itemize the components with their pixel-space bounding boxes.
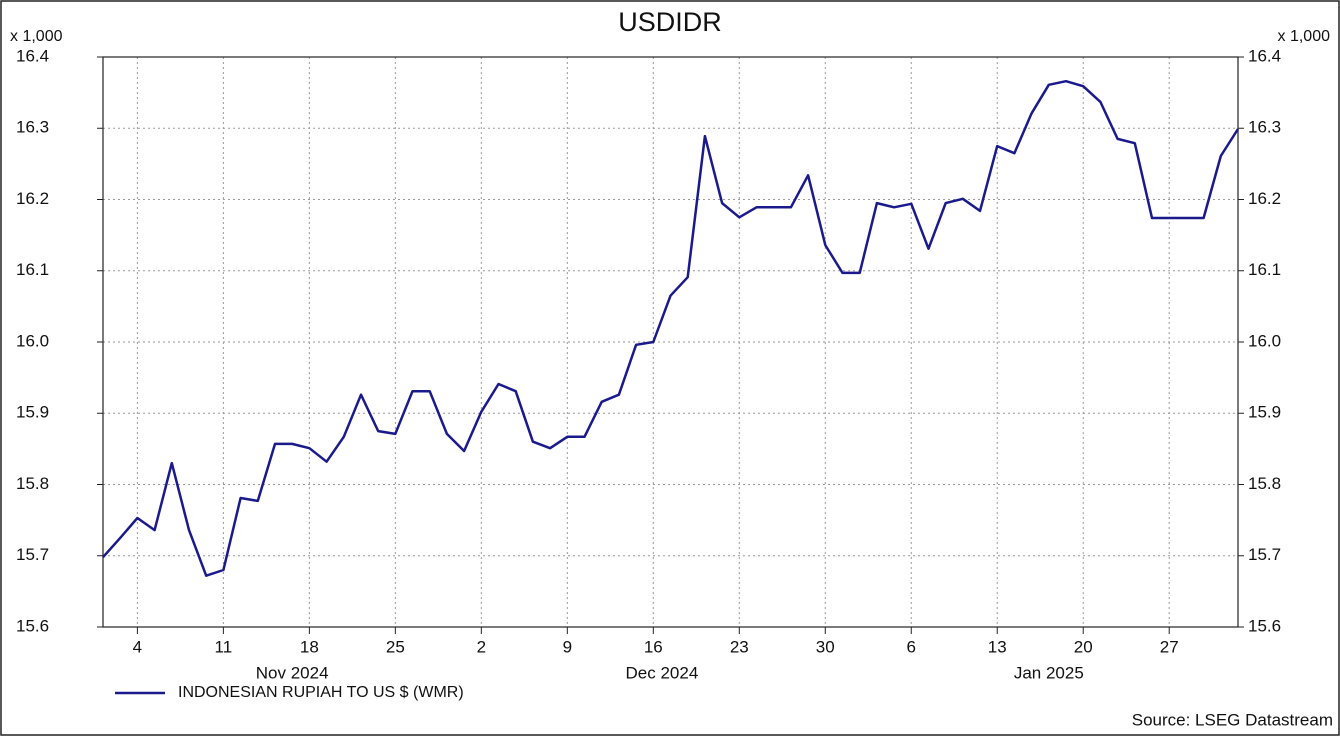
x-tick-label: 9 xyxy=(563,637,572,656)
y2-tick-label: 16.4 xyxy=(1248,46,1281,65)
y2-tick-label: 16.2 xyxy=(1248,189,1281,208)
x-tick-label: 2 xyxy=(477,637,486,656)
legend-label: INDONESIAN RUPIAH TO US $ (WMR) xyxy=(178,684,464,701)
x-tick-label: 20 xyxy=(1074,637,1093,656)
y2-tick-label: 15.8 xyxy=(1248,474,1281,493)
source: Source: LSEG Datastream xyxy=(1132,710,1333,729)
series-line xyxy=(102,79,1240,577)
y-tick-label: 15.9 xyxy=(16,403,49,422)
x-tick-label: 18 xyxy=(300,637,319,656)
y-tick-label: 15.7 xyxy=(16,545,49,564)
y-tick-label: 15.6 xyxy=(16,616,49,635)
y2-tick-label: 15.7 xyxy=(1248,545,1281,564)
x-tick-label: 27 xyxy=(1160,637,1179,656)
x-tick-label: 11 xyxy=(215,637,233,656)
x-tick-label: 16 xyxy=(644,637,663,656)
y2-tick-label: 16.0 xyxy=(1248,331,1281,350)
y-tick-label: 15.8 xyxy=(16,474,49,493)
y2-tick-label: 16.3 xyxy=(1248,118,1281,137)
y2-tick-label: 15.9 xyxy=(1248,403,1281,422)
y-unit-left: x 1,000 xyxy=(10,28,63,45)
x-tick-label: 23 xyxy=(730,637,749,656)
x-tick-label: 30 xyxy=(816,637,835,656)
y-tick-label: 16.1 xyxy=(16,260,49,279)
month-label: Jan 2025 xyxy=(1014,663,1084,682)
y-tick-label: 16.4 xyxy=(16,46,49,65)
x-tick-label: 4 xyxy=(133,637,142,656)
y2-tick-label: 16.1 xyxy=(1248,260,1281,279)
y-tick-label: 16.2 xyxy=(16,189,49,208)
month-label: Dec 2024 xyxy=(626,663,699,682)
plot-frame xyxy=(102,56,1239,628)
y-tick-label: 16.3 xyxy=(16,118,49,137)
y-unit-right: x 1,000 xyxy=(1278,28,1331,45)
x-tick-label: 6 xyxy=(907,637,916,656)
x-tick-label: 13 xyxy=(988,637,1007,656)
y2-tick-label: 15.6 xyxy=(1248,616,1281,635)
month-label: Nov 2024 xyxy=(256,663,329,682)
y-tick-label: 16.0 xyxy=(16,331,49,350)
chart-title: USDIDR xyxy=(618,7,722,37)
x-tick-label: 25 xyxy=(386,637,405,656)
